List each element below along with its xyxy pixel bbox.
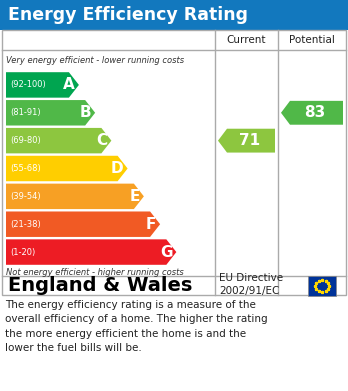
Text: C: C: [96, 133, 108, 148]
Text: 83: 83: [304, 105, 326, 120]
Text: (39-54): (39-54): [10, 192, 41, 201]
Text: (1-20): (1-20): [10, 248, 35, 256]
Text: F: F: [146, 217, 156, 232]
Text: A: A: [63, 77, 75, 92]
Polygon shape: [6, 212, 160, 237]
Text: G: G: [160, 245, 172, 260]
Text: The energy efficiency rating is a measure of the
overall efficiency of a home. T: The energy efficiency rating is a measur…: [5, 300, 268, 353]
Polygon shape: [281, 101, 343, 125]
Polygon shape: [6, 184, 144, 209]
Text: (21-38): (21-38): [10, 220, 41, 229]
Text: EU Directive
2002/91/EC: EU Directive 2002/91/EC: [219, 273, 283, 296]
Text: Potential: Potential: [289, 35, 335, 45]
Bar: [0, 0, 348, 30]
Text: (92-100): (92-100): [10, 81, 46, 90]
Text: E: E: [129, 189, 140, 204]
Polygon shape: [6, 156, 128, 181]
Text: England & Wales: England & Wales: [8, 276, 192, 295]
Polygon shape: [6, 128, 111, 153]
Polygon shape: [6, 72, 79, 98]
Text: 71: 71: [239, 133, 260, 148]
Text: Very energy efficient - lower running costs: Very energy efficient - lower running co…: [6, 56, 184, 65]
Bar: [2, 30, 346, 295]
Text: B: B: [79, 105, 91, 120]
Bar: [308, 276, 336, 296]
Text: Not energy efficient - higher running costs: Not energy efficient - higher running co…: [6, 268, 184, 277]
Polygon shape: [218, 129, 275, 152]
Polygon shape: [6, 100, 95, 126]
Text: D: D: [111, 161, 124, 176]
Text: (81-91): (81-91): [10, 108, 41, 117]
Polygon shape: [6, 239, 176, 265]
Text: (69-80): (69-80): [10, 136, 41, 145]
Text: (55-68): (55-68): [10, 164, 41, 173]
Text: Current: Current: [227, 35, 266, 45]
Text: Energy Efficiency Rating: Energy Efficiency Rating: [8, 6, 248, 24]
